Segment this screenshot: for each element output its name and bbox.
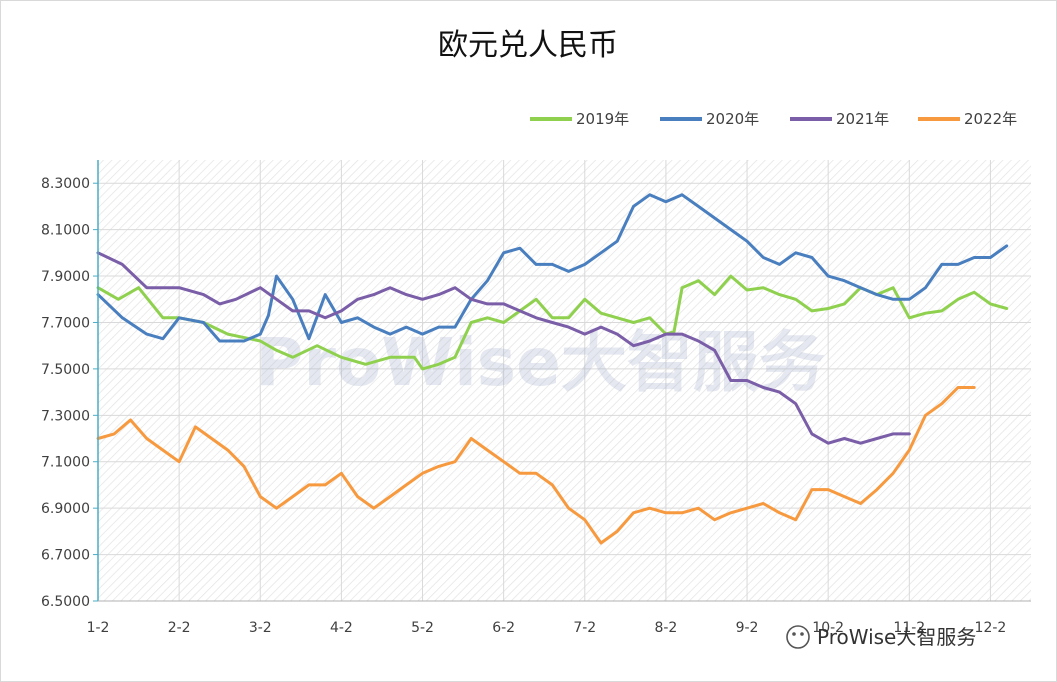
x-tick-label: 3-2	[249, 620, 272, 636]
legend-label: 2021年	[836, 110, 889, 128]
x-tick-label: 1-2	[87, 620, 110, 636]
wechat-icon-eye-right	[800, 632, 804, 636]
series-layer	[96, 193, 1009, 545]
y-tick-label: 7.7000	[41, 315, 90, 331]
watermark-text: ProWise大智服务	[255, 324, 825, 401]
series-line-4	[96, 386, 976, 545]
y-tick-label: 7.9000	[41, 269, 90, 285]
x-tick-label: 4-2	[330, 620, 353, 636]
legend: 2019年 2020年 2021年 2022年	[530, 110, 1017, 128]
y-tick-label: 7.3000	[41, 408, 90, 424]
legend-label: 2020年	[706, 110, 759, 128]
x-tick-label: 5-2	[411, 620, 434, 636]
y-tick-label: 8.3000	[41, 176, 90, 192]
plot-area	[98, 160, 1031, 601]
x-tick-label: 7-2	[573, 620, 596, 636]
legend-label: 2019年	[576, 110, 629, 128]
y-tick-label: 6.5000	[41, 594, 90, 610]
x-tick-label: 9-2	[736, 620, 759, 636]
series-line-2	[96, 193, 1009, 343]
brand-logo: ProWise大智服务	[786, 625, 976, 649]
y-tick-label: 8.1000	[41, 223, 90, 239]
chart-title: 欧元兑人民币	[438, 28, 618, 63]
y-tick-label: 6.7000	[41, 548, 90, 564]
series-line-3	[96, 251, 911, 445]
x-tick-label: 11-2	[893, 620, 925, 636]
axes: 6.5000 6.7000 6.9000 7.1000 7.3000 7.5000 7.70…	[41, 160, 1031, 636]
legend-label: 2022年	[964, 110, 1017, 128]
y-tick-label: 7.5000	[41, 362, 90, 378]
x-tick-label: 12-2	[975, 620, 1007, 636]
y-tick-label: 6.9000	[41, 501, 90, 517]
wechat-icon-eye-left	[792, 632, 796, 636]
x-tick-label: 6-2	[492, 620, 515, 636]
x-tick-label: 10-2	[812, 620, 844, 636]
y-tick-label: 7.1000	[41, 455, 90, 471]
x-tick-label: 8-2	[654, 620, 677, 636]
wechat-icon	[786, 625, 810, 649]
brand-text: ProWise大智服务	[817, 625, 976, 649]
x-tick-label: 2-2	[168, 620, 191, 636]
